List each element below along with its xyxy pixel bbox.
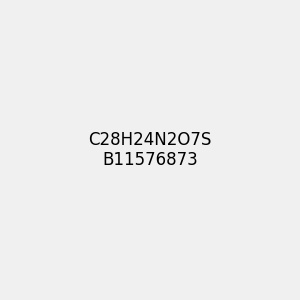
- Text: C28H24N2O7S
B11576873: C28H24N2O7S B11576873: [88, 130, 212, 170]
